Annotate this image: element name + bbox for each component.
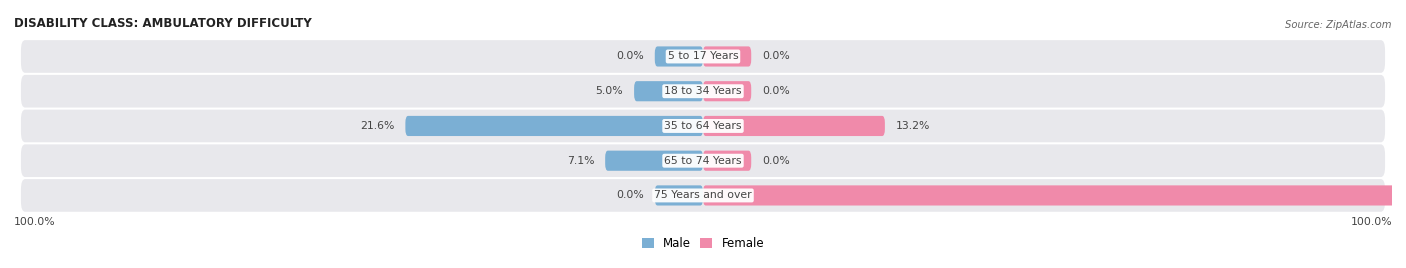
FancyBboxPatch shape <box>21 75 1385 107</box>
FancyBboxPatch shape <box>21 110 1385 142</box>
Text: 100.0%: 100.0% <box>1350 217 1392 227</box>
FancyBboxPatch shape <box>703 46 751 66</box>
Text: 35 to 64 Years: 35 to 64 Years <box>664 121 742 131</box>
Text: 65 to 74 Years: 65 to 74 Years <box>664 156 742 166</box>
FancyBboxPatch shape <box>21 40 1385 73</box>
Text: 0.0%: 0.0% <box>616 191 644 200</box>
Text: 0.0%: 0.0% <box>762 156 790 166</box>
Text: 21.6%: 21.6% <box>360 121 394 131</box>
Text: 100.0%: 100.0% <box>14 217 56 227</box>
FancyBboxPatch shape <box>655 185 703 206</box>
FancyBboxPatch shape <box>605 151 703 171</box>
FancyBboxPatch shape <box>21 144 1385 177</box>
Text: 7.1%: 7.1% <box>567 156 595 166</box>
Text: 0.0%: 0.0% <box>616 51 644 61</box>
Text: 13.2%: 13.2% <box>896 121 931 131</box>
FancyBboxPatch shape <box>703 151 751 171</box>
Text: 0.0%: 0.0% <box>762 51 790 61</box>
Text: 5 to 17 Years: 5 to 17 Years <box>668 51 738 61</box>
Text: Source: ZipAtlas.com: Source: ZipAtlas.com <box>1285 20 1392 31</box>
FancyBboxPatch shape <box>634 81 703 101</box>
FancyBboxPatch shape <box>703 81 751 101</box>
FancyBboxPatch shape <box>703 116 884 136</box>
FancyBboxPatch shape <box>703 185 1406 206</box>
FancyBboxPatch shape <box>21 179 1385 212</box>
FancyBboxPatch shape <box>405 116 703 136</box>
Text: DISABILITY CLASS: AMBULATORY DIFFICULTY: DISABILITY CLASS: AMBULATORY DIFFICULTY <box>14 17 312 31</box>
Text: 18 to 34 Years: 18 to 34 Years <box>664 86 742 96</box>
Text: 0.0%: 0.0% <box>762 86 790 96</box>
Legend: Male, Female: Male, Female <box>637 233 769 255</box>
Text: 75 Years and over: 75 Years and over <box>654 191 752 200</box>
FancyBboxPatch shape <box>655 46 703 66</box>
Text: 5.0%: 5.0% <box>596 86 623 96</box>
